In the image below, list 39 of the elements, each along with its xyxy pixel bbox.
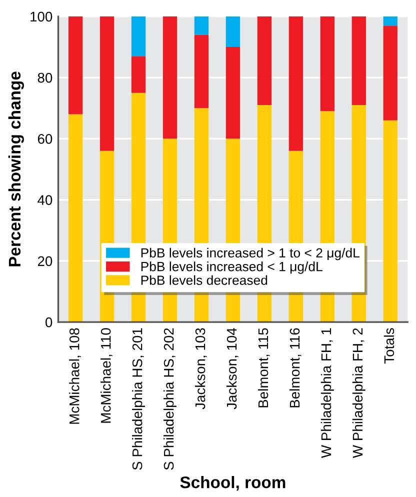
bar: [100, 16, 114, 151]
y-axis-title: Percent showing change: [8, 72, 24, 266]
x-axis-title: School, room: [180, 476, 286, 491]
y-tick-label: 80: [38, 72, 52, 83]
bar: [352, 16, 366, 106]
bar: [226, 16, 240, 47]
x-tick-label: W Philadelphia FH, 1: [320, 328, 334, 458]
y-tick-label: 100: [30, 12, 52, 22]
y-tick-label: 60: [38, 134, 52, 144]
bar: [320, 16, 334, 112]
x-tick-label: Jackson, 103: [195, 328, 207, 410]
bar: [68, 114, 83, 322]
bar: [226, 46, 240, 139]
bar: [288, 16, 304, 151]
y-tick-label: 0: [46, 317, 52, 328]
x-tick-label: Jackson, 104: [226, 328, 238, 410]
bar: [257, 16, 272, 106]
legend-label: PbB levels decreased: [141, 275, 268, 285]
bar: [68, 16, 83, 114]
legend-label: PbB levels increased < 1 μg/dL: [141, 262, 322, 274]
x-tick-label: W Philadelphia FH, 2: [352, 328, 366, 458]
x-tick-label: Totals: [384, 328, 394, 364]
y-tick-label: 40: [38, 195, 52, 205]
x-tick-label: S Philadelphia HS, 202: [164, 328, 176, 470]
bar: [162, 16, 178, 139]
legend-label: PbB levels increased > 1 to < 2 μg/dL: [141, 248, 360, 260]
bar: [383, 120, 398, 322]
bar: [383, 16, 398, 26]
y-tick-label: 20: [38, 256, 52, 266]
bar: [383, 26, 398, 120]
x-tick-label: Belmont, 116: [289, 328, 302, 408]
x-tick-label: S Philadelphia HS, 201: [132, 328, 145, 470]
x-tick-label: Belmont, 115: [258, 328, 270, 408]
bar: [194, 16, 209, 35]
bar: [131, 56, 146, 93]
bar: [194, 34, 209, 108]
x-tick-label: McMichael, 108: [69, 328, 81, 424]
x-tick-label: McMichael, 110: [100, 328, 112, 423]
bar: [131, 16, 146, 56]
